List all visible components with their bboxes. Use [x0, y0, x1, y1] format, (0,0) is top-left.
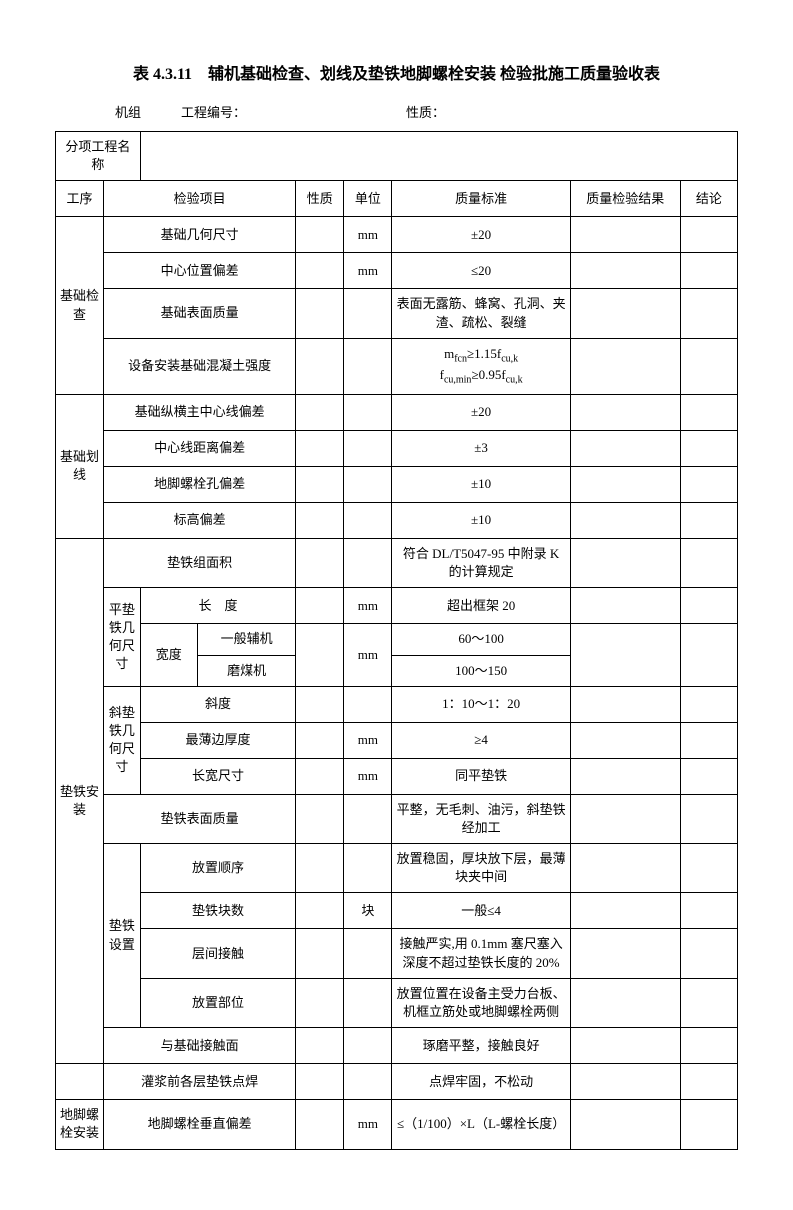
cell: ≥4 [392, 722, 570, 758]
cell: ≤20 [392, 253, 570, 289]
sub-project-value [140, 132, 737, 181]
cell: 点焊牢固，不松动 [392, 1064, 570, 1100]
cell-formula: mfcn≥1.15fcu,kfcu,min≥0.95fcu,k [392, 338, 570, 394]
meta-proj-no: 工程编号： [181, 102, 246, 121]
cell: 垫铁块数 [140, 893, 296, 929]
cell: 标高偏差 [104, 502, 296, 538]
cell: 超出框架 20 [392, 588, 570, 624]
cell: 最薄边厚度 [140, 722, 296, 758]
cell: ≤（1/100）×L（L-螺栓长度） [392, 1100, 570, 1149]
cell: 琢磨平整，接触良好 [392, 1028, 570, 1064]
cell: mm [344, 1100, 392, 1149]
group-pad-install: 垫铁安装 [56, 538, 104, 1063]
cell: ±20 [392, 217, 570, 253]
cell: 接触严实,用 0.1mm 塞尺塞入深度不超过垫铁长度的 20% [392, 929, 570, 978]
cell: mm [344, 624, 392, 686]
cell: 基础纵横主中心线偏差 [104, 394, 296, 430]
cell: 灌浆前各层垫铁点焊 [104, 1064, 296, 1100]
cell: 100～150 [392, 655, 570, 686]
cell: mm [344, 588, 392, 624]
cell: 60～100 [392, 624, 570, 655]
subgroup-flat: 平垫铁几何尺寸 [104, 588, 141, 686]
cell: 长宽尺寸 [140, 758, 296, 794]
cell: 表面无露筋、蜂窝、孔洞、夹渣、疏松、裂缝 [392, 289, 570, 338]
cell: mm [344, 253, 392, 289]
cell: 基础几何尺寸 [104, 217, 296, 253]
cell: 一般≤4 [392, 893, 570, 929]
cell: mm [344, 217, 392, 253]
cell: 放置位置在设备主受力台板、机框立筋处或地脚螺栓两侧 [392, 978, 570, 1027]
cell: 地脚螺栓孔偏差 [104, 466, 296, 502]
cell: mm [344, 758, 392, 794]
meta-unit: 机组 [115, 102, 141, 121]
group-foundation-check: 基础检查 [56, 217, 104, 395]
cell: 放置顺序 [140, 844, 296, 893]
cell: 中心线距离偏差 [104, 430, 296, 466]
cell: 块 [344, 893, 392, 929]
cell: 宽度 [140, 624, 197, 686]
cell: 放置部位 [140, 978, 296, 1027]
cell: ±10 [392, 466, 570, 502]
meta-row: 机组 工程编号： 性质： [55, 102, 738, 121]
group-anchor-bolt: 地脚螺栓安装 [56, 1100, 104, 1149]
hdr-conclusion: 结论 [680, 181, 737, 217]
cell: ±10 [392, 502, 570, 538]
cell: 平整，无毛刺、油污，斜垫铁经加工 [392, 794, 570, 843]
subgroup-slant: 斜垫铁几何尺寸 [104, 686, 141, 794]
cell: 设备安装基础混凝土强度 [104, 338, 296, 394]
subgroup-set: 垫铁设置 [104, 844, 141, 1028]
cell: mm [344, 722, 392, 758]
hdr-process: 工序 [56, 181, 104, 217]
cell: ±20 [392, 394, 570, 430]
page-title: 表 4.3.11 辅机基础检查、划线及垫铁地脚螺栓安装 检验批施工质量验收表 [55, 60, 738, 84]
cell: 长 度 [140, 588, 296, 624]
cell: 与基础接触面 [104, 1028, 296, 1064]
hdr-unit: 单位 [344, 181, 392, 217]
cell: 垫铁组面积 [104, 538, 296, 587]
hdr-sub-project: 分项工程名称 [56, 132, 141, 181]
inspection-table: 分项工程名称 工序 检验项目 性质 单位 质量标准 质量检验结果 结论 基础检查… [55, 131, 738, 1150]
cell: 同平垫铁 [392, 758, 570, 794]
cell [296, 217, 344, 253]
hdr-result: 质量检验结果 [570, 181, 680, 217]
cell: 基础表面质量 [104, 289, 296, 338]
cell [570, 217, 680, 253]
cell: 放置稳固，厚块放下层，最薄块夹中间 [392, 844, 570, 893]
cell: 1：10～1：20 [392, 686, 570, 722]
cell: 磨煤机 [197, 655, 295, 686]
cell: 中心位置偏差 [104, 253, 296, 289]
group-foundation-line: 基础划线 [56, 394, 104, 538]
meta-nature: 性质： [406, 102, 445, 121]
hdr-item: 检验项目 [104, 181, 296, 217]
cell: 地脚螺栓垂直偏差 [104, 1100, 296, 1149]
cell [680, 217, 737, 253]
cell: 垫铁表面质量 [104, 794, 296, 843]
hdr-standard: 质量标准 [392, 181, 570, 217]
hdr-nature: 性质 [296, 181, 344, 217]
cell: ±3 [392, 430, 570, 466]
cell: 一般辅机 [197, 624, 295, 655]
cell: 斜度 [140, 686, 296, 722]
cell: 符合 DL/T5047-95 中附录 K 的计算规定 [392, 538, 570, 587]
cell: 层间接触 [140, 929, 296, 978]
